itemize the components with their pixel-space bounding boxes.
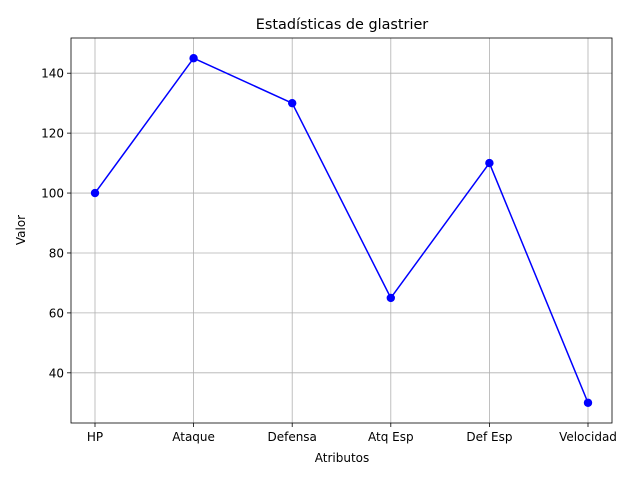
x-tick-label: Defensa <box>267 430 316 444</box>
grid <box>71 38 612 423</box>
x-axis-ticks: HP Ataque Defensa Atq Esp Def Esp Velocidad <box>87 423 617 444</box>
y-tick-label: 60 <box>49 306 64 320</box>
y-tick-label: 100 <box>41 187 64 201</box>
series-line <box>94 57 589 404</box>
data-point <box>189 54 198 63</box>
data-point <box>288 98 297 108</box>
y-tick-label: 80 <box>49 246 64 260</box>
x-tick-label: HP <box>87 430 103 444</box>
y-tick-label: 40 <box>49 366 64 380</box>
data-point <box>485 158 494 168</box>
plot-frame <box>70 37 613 424</box>
series-layer <box>90 54 593 407</box>
x-tick-label: Atq Esp <box>368 430 414 444</box>
y-tick-label: 120 <box>41 127 64 141</box>
chart-title: Estadísticas de glastrier <box>256 17 429 33</box>
x-axis-label: Atributos <box>315 451 370 465</box>
x-tick-label: Def Esp <box>466 430 512 444</box>
data-point <box>386 293 395 303</box>
y-axis-ticks: 40 60 80 100 120 140 <box>41 67 71 380</box>
y-tick-label: 140 <box>41 67 64 81</box>
x-tick-label: Ataque <box>172 430 215 444</box>
data-point <box>583 398 593 407</box>
data-point <box>90 188 100 198</box>
y-axis-label: Valor <box>14 215 28 245</box>
x-tick-label: Velocidad <box>559 430 617 444</box>
